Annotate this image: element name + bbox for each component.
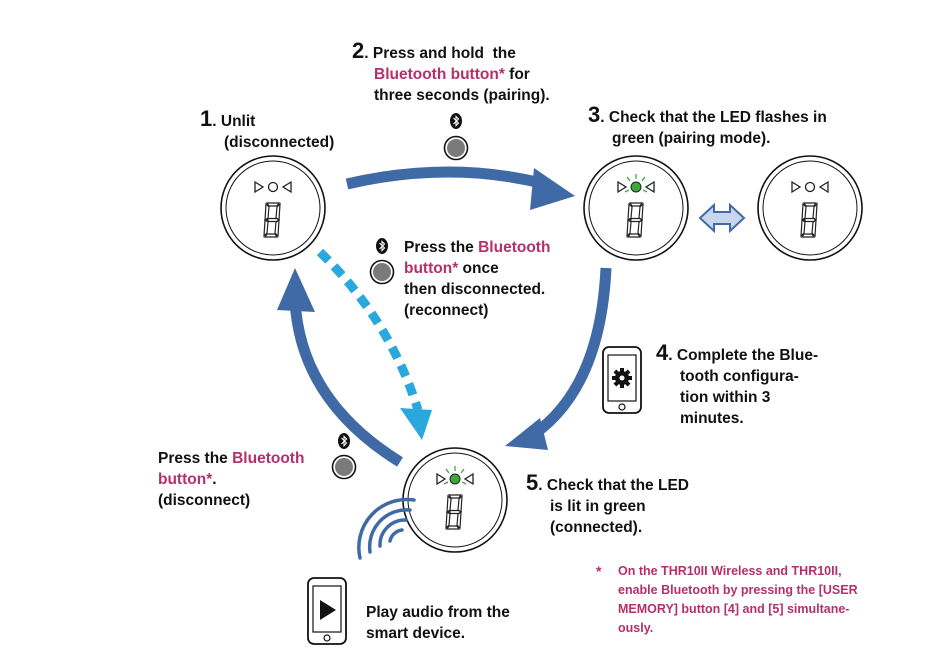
step-3-number: 3 bbox=[588, 102, 601, 127]
reconnect-text: Press the Bluetooth button* once then di… bbox=[404, 237, 550, 321]
display-pairing-off bbox=[757, 155, 863, 261]
step-5-line1: Check that the LED bbox=[546, 477, 689, 494]
smartphone-settings-icon bbox=[602, 346, 642, 414]
bluetooth-button bbox=[331, 454, 357, 480]
step-2-text: 2. Press and hold the Bluetooth button* … bbox=[352, 38, 550, 105]
arrow-1-to-3 bbox=[345, 166, 575, 210]
step-2-bluetooth-highlight: Bluetooth button* bbox=[374, 66, 505, 83]
bluetooth-icon bbox=[376, 238, 388, 254]
step-3-text: 3. Check that the LED flashes in green (… bbox=[588, 102, 827, 148]
step-2-number: 2 bbox=[352, 38, 365, 63]
step-4-number: 4 bbox=[656, 340, 669, 365]
disconnect-text: Press the Bluetooth button*. (disconnect… bbox=[158, 448, 304, 511]
bluetooth-icon bbox=[450, 113, 462, 129]
reconnect-line2-post: once bbox=[462, 260, 499, 277]
step-2-line1-pre: Press and hold bbox=[372, 45, 484, 62]
disconnect-pre: Press the bbox=[158, 450, 228, 467]
bluetooth-icon bbox=[338, 433, 350, 449]
arrow-5-to-1 bbox=[277, 268, 403, 467]
step-1-text: 1. Unlit (disconnected) bbox=[200, 106, 335, 152]
step-1-line2: (disconnected) bbox=[224, 134, 335, 151]
step-4-text: 4. Complete the Blue- tooth configura- t… bbox=[656, 340, 819, 428]
step-1-number: 1 bbox=[200, 106, 213, 131]
disconnect-bluetooth-highlight: Bluetooth bbox=[232, 450, 305, 467]
settings-gear-icon bbox=[612, 368, 632, 388]
reconnect-line3: then disconnected. bbox=[404, 281, 546, 298]
footnote-line2: enable Bluetooth by pressing the [USER bbox=[618, 583, 858, 597]
bluetooth-button bbox=[369, 259, 395, 285]
footnote-line3: MEMORY] button [4] and [5] simultane- bbox=[618, 602, 850, 616]
play-audio-text: Play audio from the smart device. bbox=[366, 602, 510, 644]
disconnect-line3: (disconnect) bbox=[158, 492, 251, 509]
arrow-3-to-5 bbox=[505, 267, 612, 450]
step-3-line1: Check that the LED flashes in bbox=[608, 109, 827, 126]
step-4-line2: tooth configura- bbox=[680, 368, 799, 385]
step-1-line1: Unlit bbox=[220, 113, 256, 130]
wireless-signal-icon bbox=[357, 497, 416, 560]
step-5-number: 5 bbox=[526, 470, 539, 495]
bluetooth-button bbox=[443, 135, 469, 161]
footnote-line4: ously. bbox=[618, 621, 654, 635]
play-icon bbox=[320, 600, 336, 620]
play-line2: smart device. bbox=[366, 625, 466, 642]
step-4-line4: minutes. bbox=[680, 410, 744, 427]
step-2-line1-post: the bbox=[492, 45, 516, 62]
step-5-line2: is lit in green bbox=[550, 498, 646, 515]
step-2-line2-post: for bbox=[509, 66, 530, 83]
reconnect-pre: Press the bbox=[404, 239, 474, 256]
footnote-line1: On the THR10II Wireless and THR10II, bbox=[618, 564, 842, 578]
smartphone-play-icon bbox=[307, 577, 347, 645]
step-3-line2: green (pairing mode). bbox=[612, 130, 771, 147]
step-4-line3: tion within 3 bbox=[680, 389, 771, 406]
reconnect-button-highlight: button* bbox=[404, 260, 459, 277]
reconnect-line4: (reconnect) bbox=[404, 302, 489, 319]
step-5-line3: (connected). bbox=[550, 519, 643, 536]
footnote: * On the THR10II Wireless and THR10II, e… bbox=[596, 562, 858, 638]
footnote-star: * bbox=[596, 563, 602, 579]
disconnect-line2-post: . bbox=[212, 471, 217, 488]
blink-double-arrow bbox=[698, 202, 746, 234]
step-4-line1: Complete the Blue- bbox=[676, 347, 819, 364]
arrow-1-to-5-reconnect bbox=[316, 248, 432, 440]
disconnect-button-highlight: button* bbox=[158, 471, 213, 488]
reconnect-bluetooth-highlight: Bluetooth bbox=[478, 239, 551, 256]
play-line1: Play audio from the bbox=[366, 604, 510, 621]
display-pairing-flash bbox=[583, 155, 689, 261]
step-2-line3: three seconds (pairing). bbox=[374, 87, 550, 104]
step-5-text: 5. Check that the LED is lit in green (c… bbox=[526, 470, 689, 537]
display-unlit bbox=[220, 155, 326, 261]
display-connected bbox=[402, 447, 508, 553]
